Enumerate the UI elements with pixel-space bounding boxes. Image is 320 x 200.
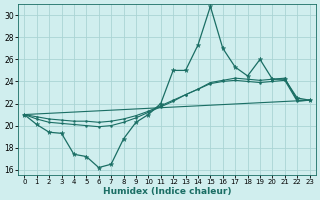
X-axis label: Humidex (Indice chaleur): Humidex (Indice chaleur) xyxy=(103,187,231,196)
